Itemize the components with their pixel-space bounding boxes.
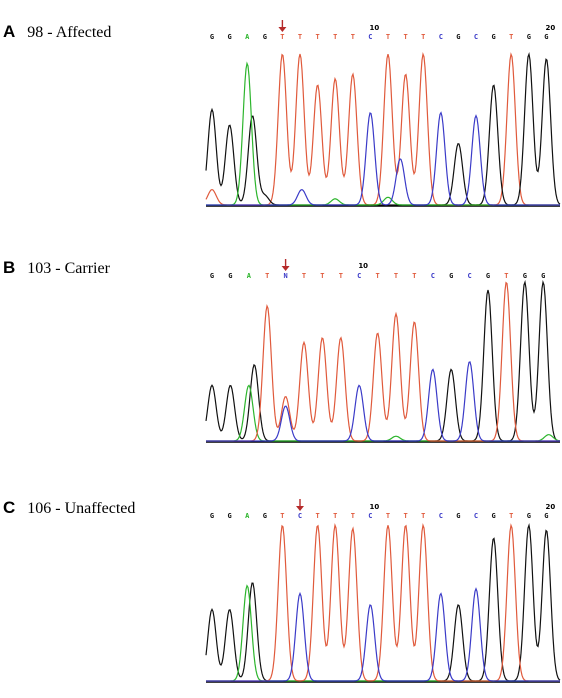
- chromatogram-a: G G A G T T T T T C T T T C G C G T G G 10 20: [205, 20, 561, 207]
- base-call-c-14: C: [439, 512, 443, 520]
- chromatogram-c: G G A G T C T T T C T T T C G C G T G G 10 20: [205, 499, 561, 683]
- base-call-b-7: T: [320, 272, 324, 280]
- base-call-b-4: T: [265, 272, 269, 280]
- base-call-a-10: C: [368, 33, 372, 41]
- position-label-c-10: 10: [370, 503, 380, 511]
- panel-a-label: A 98 - Affected: [3, 22, 111, 42]
- panel-a-title: 98 - Affected: [27, 24, 112, 41]
- base-call-c-3: A: [245, 512, 250, 520]
- position-label-a-20: 20: [546, 24, 556, 32]
- base-call-b-8: T: [339, 272, 343, 280]
- base-call-a-13: T: [421, 33, 425, 41]
- base-call-b-18: G: [523, 272, 527, 280]
- base-call-a-20: G: [544, 33, 548, 41]
- trace-c-c: [206, 587, 560, 682]
- panel-a-letter: A: [3, 22, 16, 41]
- base-call-c-18: T: [509, 512, 513, 520]
- base-call-a-6: T: [298, 33, 302, 41]
- trace-a-g: [205, 51, 561, 206]
- base-call-c-8: T: [333, 512, 337, 520]
- base-call-a-15: G: [456, 33, 460, 41]
- base-call-a-2: G: [227, 33, 231, 41]
- base-call-b-1: G: [210, 272, 214, 280]
- base-call-b-19: G: [541, 272, 545, 280]
- trace-b-t: [206, 281, 560, 442]
- base-call-a-12: T: [403, 33, 407, 41]
- base-call-c-11: T: [386, 512, 390, 520]
- base-call-a-9: T: [351, 33, 355, 41]
- position-label-a-10: 10: [370, 24, 380, 32]
- base-call-c-6: C: [298, 512, 302, 520]
- base-call-a-5: T: [280, 33, 284, 41]
- panel-c-label: C 106 - Unaffected: [3, 498, 135, 518]
- base-call-a-16: C: [474, 33, 478, 41]
- base-call-c-9: T: [351, 512, 355, 520]
- base-call-c-20: G: [544, 512, 548, 520]
- base-call-a-17: G: [491, 33, 495, 41]
- base-call-a-14: C: [439, 33, 443, 41]
- base-call-b-6: T: [302, 272, 306, 280]
- base-call-a-1: G: [210, 33, 214, 41]
- mutation-arrow-icon: [281, 259, 290, 271]
- base-call-c-16: C: [474, 512, 478, 520]
- base-call-c-15: G: [456, 512, 460, 520]
- base-call-c-17: G: [491, 512, 495, 520]
- base-call-c-4: G: [263, 512, 267, 520]
- panel-b-label: B 103 - Carrier: [3, 258, 110, 278]
- base-call-c-19: G: [527, 512, 531, 520]
- base-call-b-14: G: [449, 272, 453, 280]
- base-call-b-9: C: [357, 272, 361, 280]
- base-call-c-12: T: [403, 512, 407, 520]
- panel-c: C 106 - Unaffected G G A G T C T T T C T T T C G C G T G G 1…: [0, 498, 562, 698]
- base-call-a-8: T: [333, 33, 337, 41]
- base-call-c-7: T: [315, 512, 319, 520]
- position-label-c-20: 20: [546, 503, 556, 511]
- base-call-b-3: A: [247, 272, 252, 280]
- chromatogram-b: G G A T N T T T C T T T C G C G T G G 10: [205, 259, 561, 443]
- base-call-b-15: C: [467, 272, 471, 280]
- base-call-c-5: T: [280, 512, 284, 520]
- base-call-a-3: A: [245, 33, 250, 41]
- base-call-b-17: T: [504, 272, 508, 280]
- position-label-b-10: 10: [358, 262, 368, 270]
- panel-a: A 98 - Affected G G A G T T T T T C T T T C G C G T G G 10 20: [0, 20, 562, 222]
- base-call-a-7: T: [315, 33, 319, 41]
- trace-a-t: [205, 51, 560, 206]
- base-call-b-11: T: [394, 272, 398, 280]
- base-call-b-12: T: [412, 272, 416, 280]
- mutation-arrow-icon: [296, 499, 304, 511]
- panel-b-title: 103 - Carrier: [27, 260, 110, 277]
- base-call-b-2: G: [228, 272, 232, 280]
- base-call-b-5: N: [283, 272, 287, 280]
- panel-b-letter: B: [3, 258, 16, 277]
- base-call-c-1: G: [210, 512, 214, 520]
- base-call-b-16: G: [486, 272, 490, 280]
- base-call-a-4: G: [263, 33, 267, 41]
- panel-c-letter: C: [3, 498, 16, 517]
- trace-a-c: [206, 111, 560, 206]
- base-call-a-19: G: [527, 33, 531, 41]
- panel-c-title: 106 - Unaffected: [27, 500, 136, 517]
- base-call-c-2: G: [227, 512, 231, 520]
- mutation-arrow-icon: [278, 20, 287, 32]
- base-call-b-13: C: [431, 272, 435, 280]
- base-call-b-10: T: [375, 272, 379, 280]
- base-call-a-18: T: [509, 33, 513, 41]
- base-call-c-10: C: [368, 512, 372, 520]
- base-call-c-13: T: [421, 512, 425, 520]
- panel-b: B 103 - Carrier G G A T N T T T C T T T C G C G T G G 10: [0, 258, 562, 458]
- trace-b-c: [206, 361, 560, 442]
- base-call-a-11: T: [386, 33, 390, 41]
